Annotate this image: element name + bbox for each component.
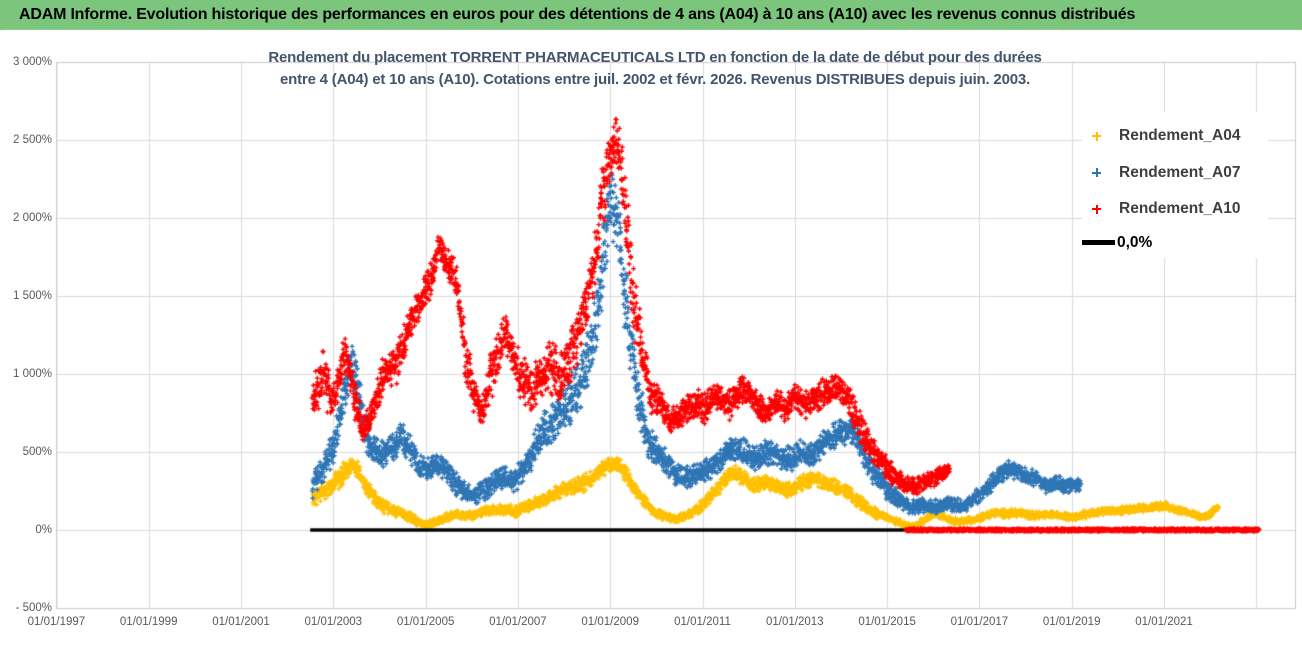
x-tick-label: 01/01/2007 [489, 616, 547, 628]
plus-marker-icon [1092, 131, 1101, 141]
x-tick-label: 01/01/2015 [858, 616, 916, 628]
plus-marker-icon [1092, 204, 1101, 214]
chart-title-line1: Rendement du placement TORRENT PHARMACEU… [268, 49, 1042, 66]
y-tick-label: 3 000% [12, 56, 52, 68]
chart-title-line2: entre 4 (A04) et 10 ans (A10). Cotations… [280, 71, 1030, 88]
legend: Rendement_A04 Rendement_A07 Rendement_A1… [1082, 112, 1268, 258]
legend-item-zero-line[interactable]: 0,0% [1082, 227, 1268, 258]
legend-item-rendement-a10[interactable]: Rendement_A10 [1082, 191, 1268, 227]
legend-label: Rendement_A07 [1119, 163, 1241, 181]
legend-item-rendement-a04[interactable]: Rendement_A04 [1082, 118, 1268, 154]
y-tick-label: 500% [22, 446, 52, 458]
y-tick-label: 1 500% [12, 290, 52, 302]
y-tick-label: 1 000% [12, 368, 52, 380]
plus-marker-icon [1092, 168, 1101, 178]
x-tick-label: 01/01/2009 [581, 616, 639, 628]
y-tick-label: 2 500% [12, 134, 52, 146]
x-tick-label: 01/01/2013 [766, 616, 824, 628]
x-tick-label: 01/01/2017 [950, 616, 1009, 628]
y-tick-label: - 500% [15, 602, 52, 614]
legend-label: Rendement_A10 [1119, 200, 1241, 218]
x-tick-label: 01/01/2011 [674, 616, 731, 628]
x-tick-label: 01/01/2001 [212, 616, 270, 628]
legend-item-rendement-a07[interactable]: Rendement_A07 [1082, 154, 1268, 190]
legend-label: Rendement_A04 [1119, 127, 1241, 145]
x-tick-label: 01/01/1997 [27, 616, 86, 628]
zero-line-marker-icon [1082, 240, 1115, 245]
x-tick-label: 01/01/2005 [396, 616, 455, 628]
legend-label: 0,0% [1117, 233, 1153, 251]
x-tick-label: 01/01/2003 [304, 616, 363, 628]
x-tick-label: 01/01/2019 [1042, 616, 1101, 628]
x-tick-label: 01/01/2021 [1135, 616, 1193, 628]
y-tick-label: 2 000% [12, 212, 52, 224]
x-tick-label: 01/01/1999 [119, 616, 178, 628]
y-tick-label: 0% [35, 524, 52, 536]
